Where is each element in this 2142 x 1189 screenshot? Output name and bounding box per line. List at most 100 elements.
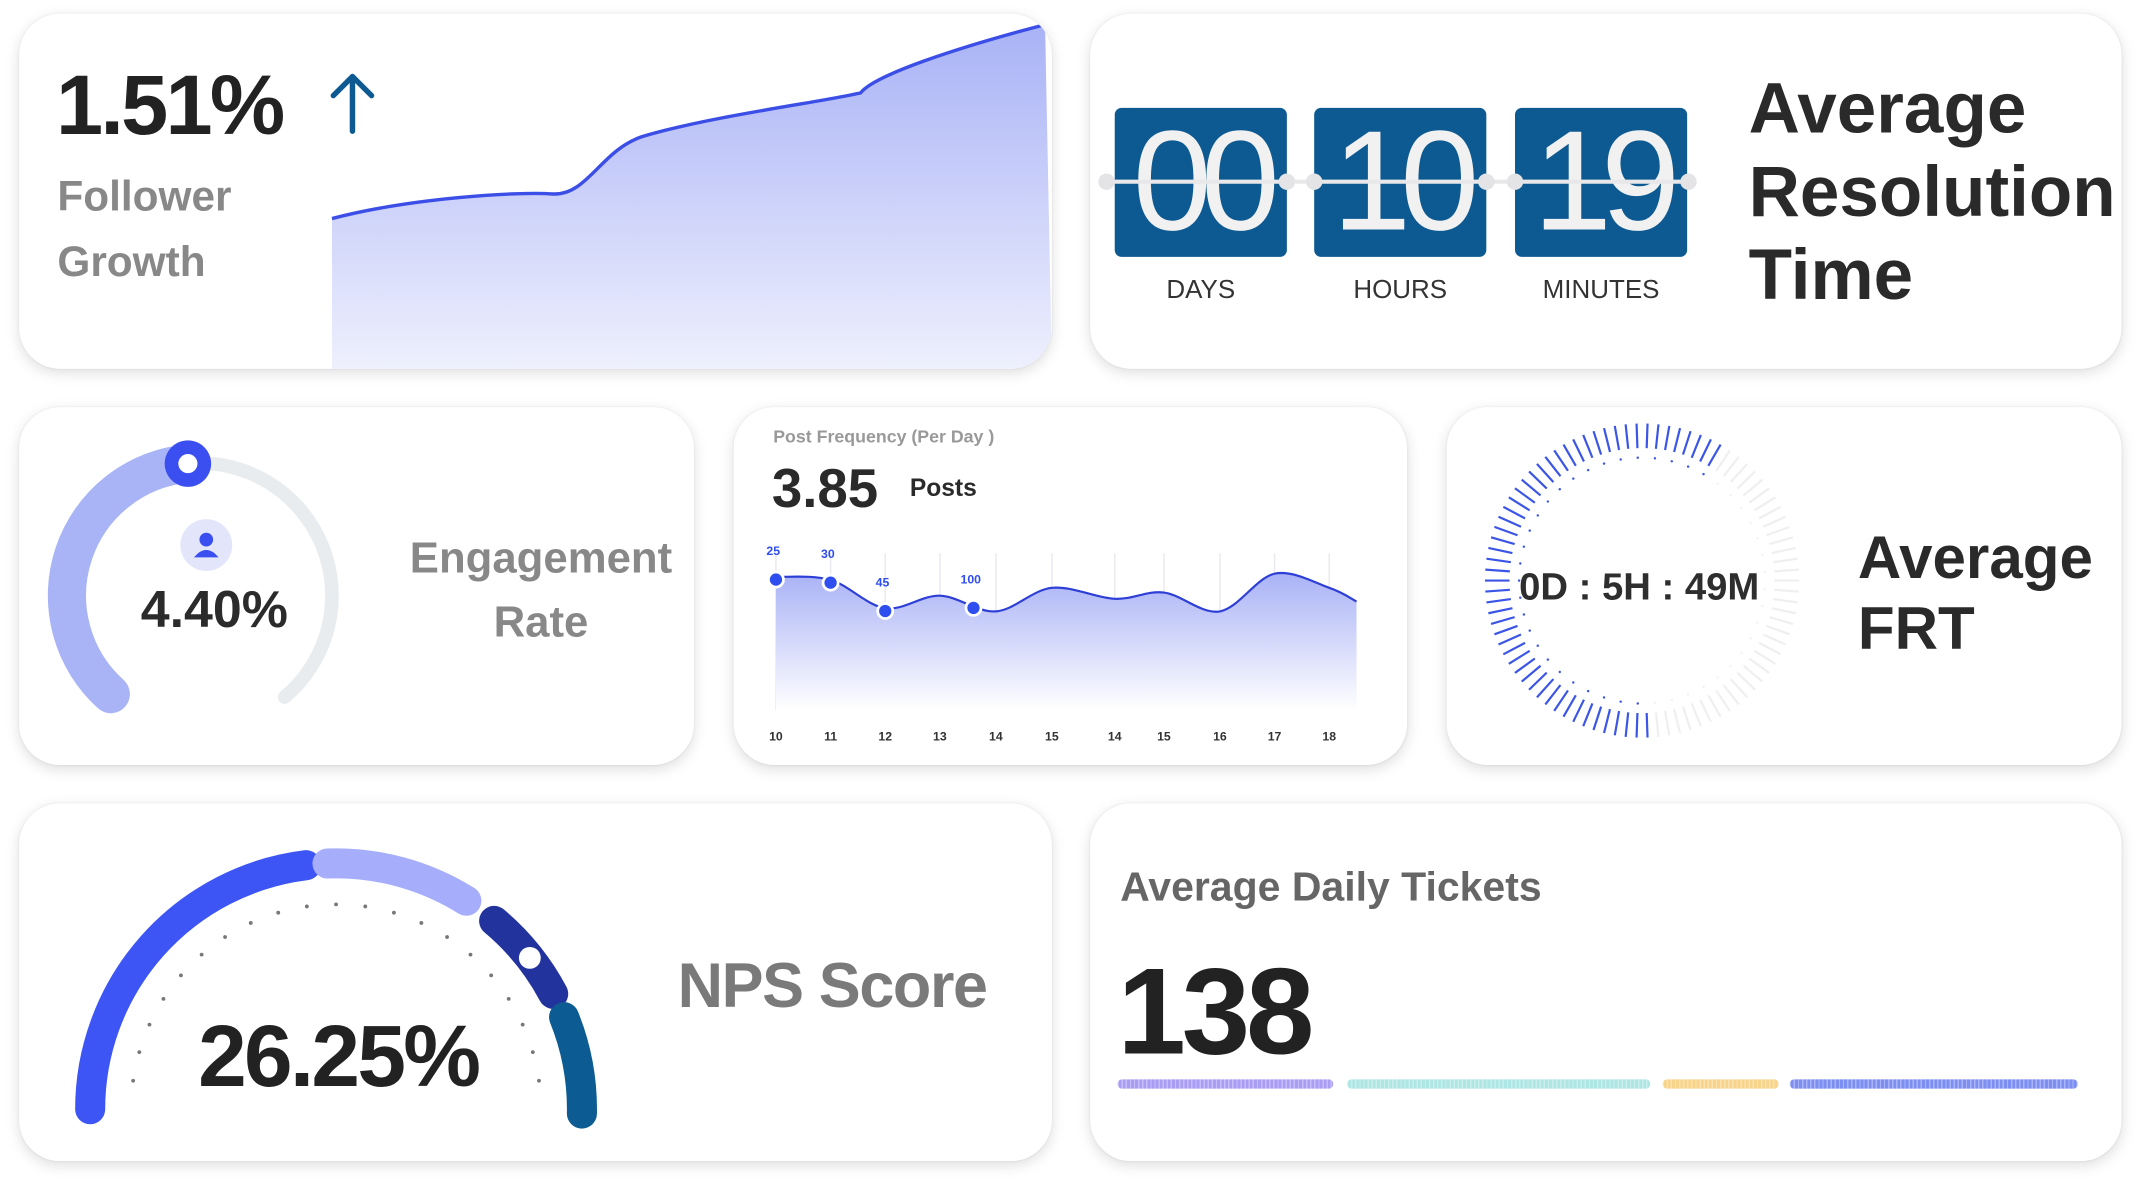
nps-segment [312,848,482,916]
frt-dot [1517,579,1521,582]
frt-tick [1699,438,1712,462]
frt-tick [1562,694,1577,718]
follower-growth-card: 1.51% Follower Growth [19,13,1052,369]
frt-tick [1690,703,1702,727]
frt-tick [1742,664,1764,683]
nps-scale-dot [468,952,473,957]
tickets-value: 138 [1117,943,1314,1081]
follower-growth-label: Follower [57,172,232,220]
x-tick-label: 11 [824,729,837,743]
nps-scale-dot [304,904,309,909]
frt-tick [1490,616,1515,625]
frt-tick [1488,546,1513,555]
frt-tick [1635,423,1639,449]
frt-tick [1762,633,1787,646]
frt-dot [1716,676,1719,679]
nps-scale-dot [530,1050,535,1055]
frt-dot [1686,465,1690,468]
post-frequency-value: 3.85 [771,459,879,520]
frt-dot [1749,637,1752,640]
nps-scale-dot [147,1022,152,1027]
data-point [767,570,785,589]
frt-dot [1572,681,1575,684]
frt-tick [1673,708,1682,734]
frt-tick [1498,633,1522,646]
frt-tick [1485,588,1510,593]
nps-scale-dot [489,973,494,978]
frt-tick [1490,536,1515,546]
nps-scale-dot [137,1050,142,1055]
frt-tick [1494,525,1518,537]
frt-tick [1613,710,1621,736]
engagement-gauge [47,440,339,714]
data-point-label: 30 [821,547,835,561]
frt-tick [1562,443,1577,467]
frt-dot [1729,664,1732,668]
hours-label: HOURS [1353,275,1448,305]
frt-dot [1729,493,1732,497]
frt-tick [1758,641,1782,656]
tickets-segment-4 [1789,1079,2078,1089]
frt-tick [1771,546,1796,555]
frt-tick [1521,478,1542,497]
frt-dot [1763,587,1766,591]
frt-tick [1707,443,1722,467]
frt-tick [1654,712,1660,737]
frt-tick [1544,684,1562,706]
nps-label: NPS Score [677,949,988,1021]
x-tick-label: 15 [1157,729,1171,743]
frt-dot [1546,500,1550,503]
frt-tick [1553,449,1569,472]
frt-dot [1558,670,1562,674]
engagement-progress-arc [47,444,208,714]
nps-scale-dot [276,910,281,915]
engagement-card: 4.40% Engagement Rate [19,407,694,766]
frt-tick [1753,649,1776,665]
frt-tick [1762,515,1787,528]
frt-tick [1681,706,1692,731]
frt-dot [1602,696,1606,699]
nps-scale-dot [248,921,253,925]
nps-scale-dot [363,904,368,909]
frt-dot [1756,621,1759,624]
frt-dot [1686,693,1690,696]
frt-tick [1766,525,1791,537]
frt-tick [1681,430,1692,455]
frt-dot [1522,545,1526,548]
engagement-track [181,456,339,704]
post-frequency-chart: 10 11 12 13 14 15 14 15 16 17 18 25 30 45 100 [766,544,1358,743]
daily-tickets-card: Average Daily Tickets 138 [1090,803,2122,1162]
frt-dot [1519,596,1522,599]
frt-dot [1670,698,1674,702]
frt-tick [1766,624,1791,636]
nps-card: 26.25% NPS Score [19,803,1052,1162]
frt-tick [1502,505,1526,520]
frt-dot [1536,514,1540,517]
post-frequency-title: Post Frequency (Per Day ) [773,426,995,447]
frt-tick [1498,515,1522,528]
frt-tick [1486,557,1511,564]
frt-tick [1592,430,1603,455]
frt-dot [1586,468,1590,472]
nps-scale-dot [199,952,204,957]
frt-tick [1771,607,1796,615]
frt-tick [1736,671,1756,691]
arrow-up-icon [330,73,375,134]
frt-tick [1592,706,1603,731]
frt-tick [1536,678,1555,699]
frt-tick [1582,703,1594,727]
frt-tick [1663,425,1671,451]
frt-tick [1753,496,1776,512]
post-frequency-unit: Posts [909,474,977,502]
frt-tick [1502,641,1526,656]
frt-tick [1508,496,1531,512]
frt-tick [1613,425,1621,451]
frt-radial-progress [1484,423,1800,738]
frt-dot [1636,456,1639,459]
tickets-segment-3 [1662,1079,1779,1089]
frt-title-1: Average [1857,524,2093,592]
frt-dot [1702,472,1705,476]
frt-dot [1653,457,1657,460]
frt-dot [1558,487,1562,491]
frt-tick [1514,487,1536,504]
